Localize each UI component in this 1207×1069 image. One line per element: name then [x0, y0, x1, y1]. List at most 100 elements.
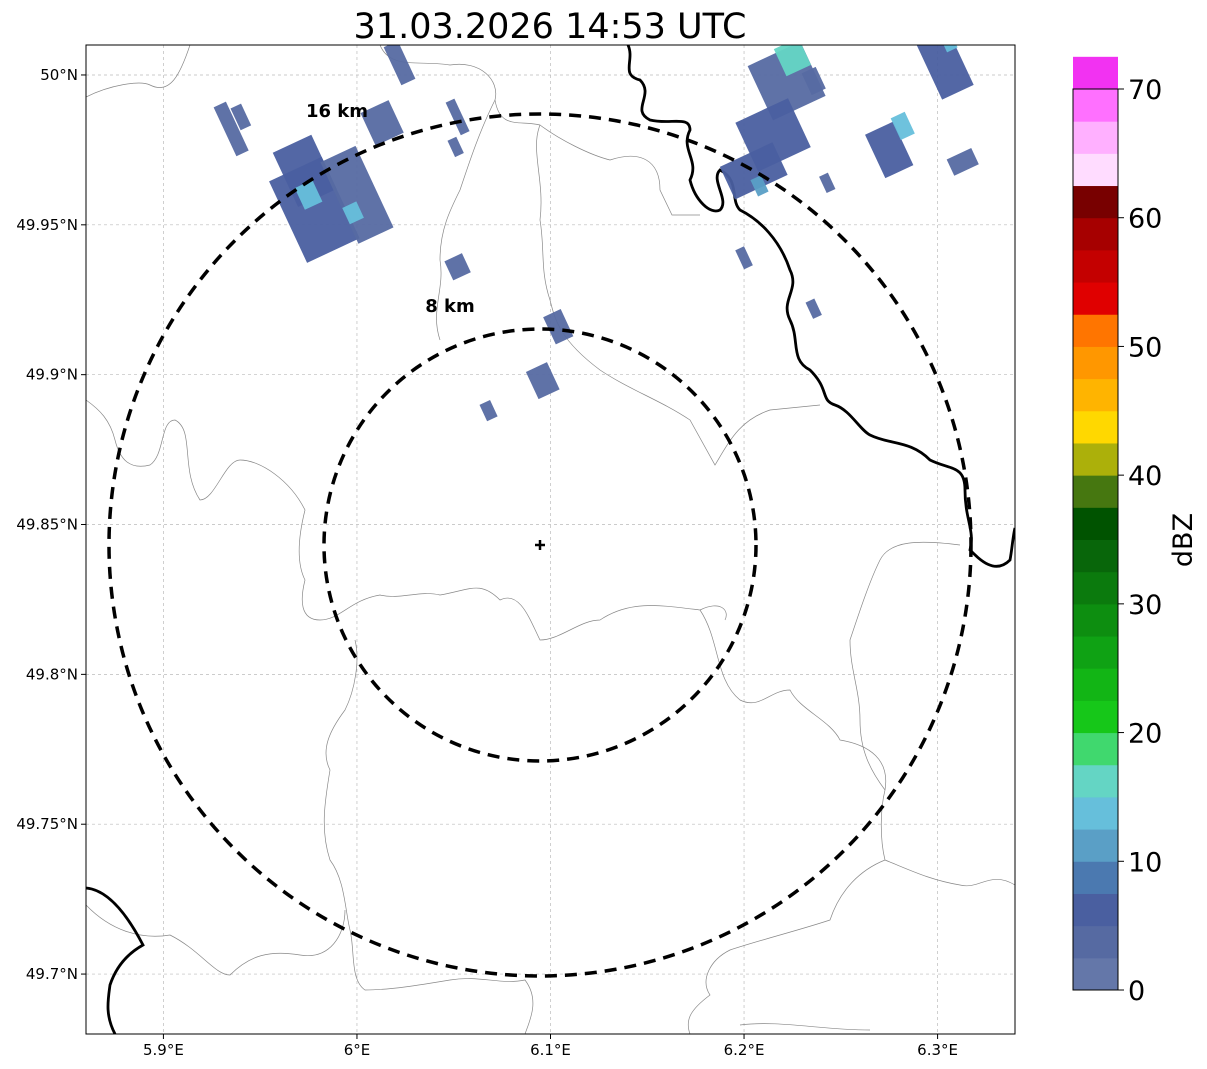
- colorbar-swatch: [1073, 539, 1118, 573]
- radar-echo-cell: [294, 179, 323, 210]
- radar-echo-cell: [805, 298, 822, 319]
- radar-echo-cell: [890, 111, 915, 141]
- colorbar-swatch: [1073, 56, 1118, 90]
- colorbar-swatch: [1073, 829, 1118, 862]
- range-ring-label-8km: 8 km: [425, 296, 475, 317]
- radar-echo-cell: [909, 45, 974, 100]
- colorbar-swatch: [1073, 507, 1118, 540]
- admin-border-line: [86, 399, 727, 641]
- radar-echo-cell: [383, 45, 416, 86]
- radar-center-marker: [535, 540, 545, 550]
- range-ring-16km: [107, 112, 973, 978]
- latitude-tick-labels: 50°N 49.95°N 49.9°N 49.85°N 49.8°N 49.75°N 49.…: [16, 66, 86, 983]
- range-ring-label-16km: 16 km: [306, 101, 368, 122]
- radar-echo-cell: [865, 121, 914, 179]
- colorbar-swatch: [1073, 121, 1118, 154]
- radar-echo-cell: [445, 98, 470, 136]
- colorbar-swatch: [1073, 861, 1118, 894]
- admin-border-line: [323, 639, 534, 1034]
- range-ring-8km: [322, 327, 758, 763]
- admin-border-line: [739, 1023, 871, 1031]
- colorbar-tick-label: 10: [1128, 847, 1162, 878]
- colorbar-swatch: [1073, 732, 1118, 766]
- colorbar-swatch: [1073, 217, 1118, 251]
- radar-echo-cell: [213, 101, 249, 157]
- colorbar-tick-labels: 0 10 20 30 40 50 60 70: [1118, 75, 1162, 1007]
- national-borders: [86, 45, 1015, 1034]
- lon-tick-label: 6.3°E: [917, 1041, 958, 1059]
- gridlines: [86, 45, 1015, 1034]
- colorbar-swatch: [1073, 603, 1118, 637]
- admin-border-line: [687, 859, 886, 1034]
- colorbar-swatch: [1073, 442, 1118, 476]
- colorbar: [1073, 56, 1118, 991]
- lat-tick-label: 49.7°N: [26, 965, 78, 983]
- radar-echo-cell: [735, 246, 753, 270]
- colorbar-tick-label: 70: [1128, 75, 1162, 106]
- lat-tick-label: 49.9°N: [26, 366, 78, 384]
- colorbar-swatch: [1073, 764, 1118, 798]
- admin-border-line: [849, 541, 961, 791]
- lat-tick-label: 49.8°N: [26, 665, 78, 683]
- admin-border-line: [86, 904, 346, 976]
- colorbar-swatch: [1073, 668, 1118, 701]
- radar-echo-cell: [269, 156, 360, 263]
- colorbar-tick-label: 20: [1128, 719, 1162, 750]
- colorbar-swatch: [1073, 925, 1118, 959]
- national-border-line: [86, 886, 145, 1034]
- colorbar-frame: [1072, 88, 1119, 991]
- radar-echo-cell: [719, 142, 788, 200]
- lat-tick-label: 50°N: [40, 66, 78, 84]
- colorbar-swatch: [1073, 314, 1118, 347]
- colorbar-swatch: [1073, 893, 1118, 927]
- colorbar-swatch: [1073, 700, 1118, 734]
- radar-echo-cell: [360, 100, 404, 146]
- colorbar-swatch: [1073, 410, 1118, 444]
- longitude-tick-labels: 5.9°E 6°E 6.1°E 6.2°E 6.3°E: [143, 1034, 958, 1059]
- colorbar-swatch: [1073, 185, 1118, 219]
- colorbar-swatch: [1073, 636, 1118, 669]
- colorbar-swatch: [1073, 153, 1118, 187]
- radar-echo-cell: [936, 45, 958, 53]
- admin-borders: [86, 45, 1015, 1034]
- lon-tick-label: 5.9°E: [143, 1041, 184, 1059]
- radar-echo-cell: [819, 172, 836, 194]
- colorbar-tick-label: 50: [1128, 332, 1162, 363]
- radar-echo-cell: [342, 201, 364, 225]
- radar-echo-cell: [320, 145, 394, 244]
- map-area[interactable]: 8 km 16 km: [86, 0, 1015, 1034]
- colorbar-swatch: [1073, 282, 1118, 315]
- radar-echo-cell: [801, 66, 826, 96]
- radar-echo-cell: [946, 148, 979, 176]
- colorbar-swatch: [1073, 89, 1118, 122]
- colorbar-swatch: [1073, 571, 1118, 605]
- radar-echo-cell: [230, 103, 252, 131]
- admin-border-line: [699, 609, 1015, 887]
- radar-echo-cell: [479, 400, 498, 422]
- lon-tick-label: 6.1°E: [530, 1041, 571, 1059]
- radar-echo-cell: [750, 175, 769, 197]
- colorbar-swatch: [1073, 249, 1118, 283]
- lat-tick-label: 49.85°N: [16, 516, 78, 534]
- colorbar-swatch: [1073, 346, 1118, 380]
- admin-border-line: [379, 45, 700, 216]
- colorbar-label: dBZ: [1168, 513, 1199, 567]
- lon-tick-label: 6°E: [344, 1041, 371, 1059]
- colorbar-swatch: [1073, 475, 1118, 508]
- colorbar-tick-label: 0: [1128, 976, 1145, 1007]
- radar-echo-cell: [444, 253, 471, 281]
- radar-echoes: [213, 45, 979, 422]
- admin-border-line: [436, 99, 496, 341]
- colorbar-swatch: [1073, 378, 1118, 412]
- radar-echo-cell: [525, 362, 560, 400]
- colorbar-tick-label: 30: [1128, 590, 1162, 621]
- lat-tick-label: 49.95°N: [16, 216, 78, 234]
- radar-echo-cell: [773, 45, 812, 77]
- lon-tick-label: 6.2°E: [724, 1041, 765, 1059]
- admin-border-line: [86, 45, 191, 98]
- radar-echo-cell: [543, 309, 574, 345]
- colorbar-swatch: [1073, 957, 1118, 991]
- colorbar-tick-label: 40: [1128, 461, 1162, 492]
- colorbar-swatch: [1073, 796, 1118, 830]
